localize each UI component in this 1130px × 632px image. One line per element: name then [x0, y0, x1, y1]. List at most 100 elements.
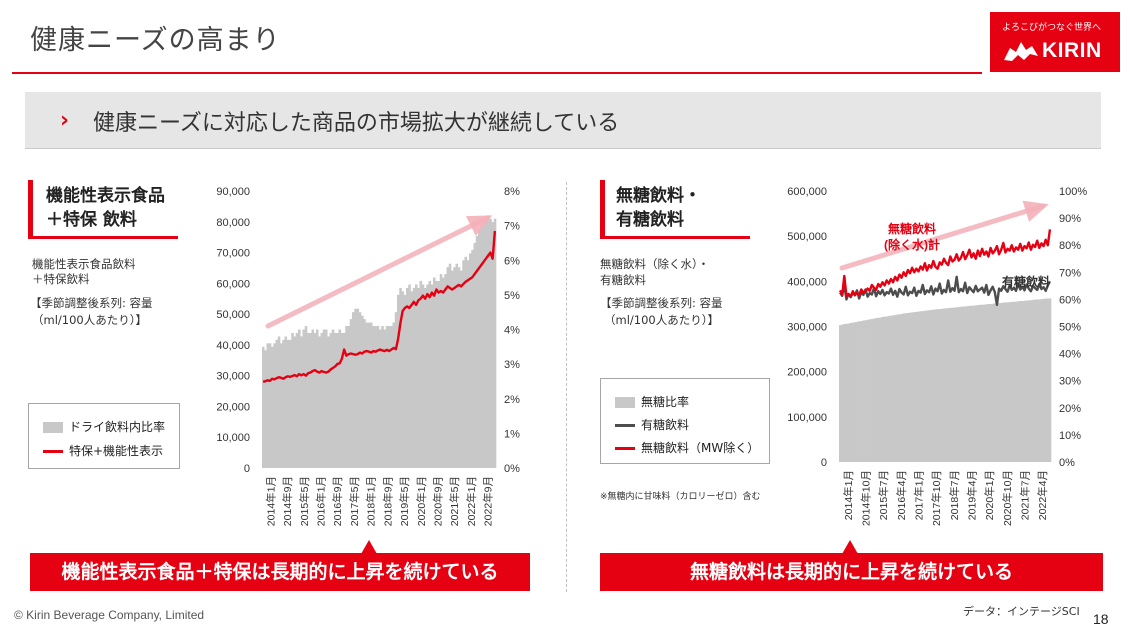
ratio-bar [1000, 302, 1003, 462]
ratio-bar [1025, 300, 1028, 462]
ratio-bar [325, 329, 328, 468]
ratio-bar [875, 318, 878, 462]
ratio-bar [972, 305, 975, 462]
ratio-bar [397, 294, 400, 469]
panel-separator [566, 182, 567, 592]
y-left-tick-label: 600,000 [787, 186, 827, 198]
y-right-tick-label: 0% [504, 463, 520, 475]
ratio-bar [313, 332, 317, 468]
ratio-bar [968, 305, 971, 462]
ratio-bar [989, 304, 992, 462]
ratio-bar [446, 267, 450, 468]
y-right-tick-label: 30% [1059, 376, 1081, 388]
ratio-bar [1023, 300, 1026, 462]
ratio-bar [307, 332, 310, 468]
chart-annotation: 無糖飲料 [888, 221, 936, 236]
ratio-bar [453, 267, 456, 468]
y-right-tick-label: 50% [1059, 322, 1081, 334]
ratio-bar [329, 332, 333, 468]
y-right-tick-label: 2% [504, 394, 520, 406]
ratio-bar [399, 287, 402, 468]
x-tick-label: 2021年7月 [1019, 470, 1032, 520]
ratio-bar [282, 339, 285, 468]
ratio-bar [331, 329, 335, 468]
ratio-bar [858, 321, 861, 462]
y-left-tick-label: 50,000 [216, 309, 250, 321]
right-legend: 無糖比率 有糖飲料 無糖飲料（MW除く） [600, 378, 770, 464]
y-right-tick-label: 100% [1059, 186, 1087, 198]
ratio-bar [334, 332, 337, 468]
ratio-bar [345, 326, 348, 468]
series-line [262, 230, 497, 383]
kirin-logo: よろこびがつなぐ世界へ KIRIN [990, 12, 1120, 72]
x-tick-label: 2015年5月 [298, 476, 311, 526]
ratio-bar [433, 277, 436, 468]
banner-text: 健康ニーズに対応した商品の市場拡大が継続している [93, 111, 620, 136]
ratio-bar [940, 308, 944, 462]
series-line [838, 229, 1052, 298]
left-heading-line2: ＋特保 飲料 [46, 210, 137, 230]
ratio-bar [839, 325, 842, 462]
x-tick-label: 2017年5月 [348, 476, 361, 526]
right-callout: 無糖飲料は長期的に上昇を続けている [600, 553, 1103, 591]
ratio-bar [887, 315, 891, 462]
ratio-bar [480, 225, 483, 469]
y-right-tick-label: 3% [504, 359, 520, 371]
ratio-bar [951, 307, 954, 462]
legend-item-ratio: 無糖比率 [615, 393, 689, 410]
ratio-bar [381, 326, 384, 468]
right-note-line4: （ml/100人あたり）】 [604, 313, 719, 327]
ratio-bar [961, 306, 965, 462]
left-note-line3: 【季節調整後系列: 容量 [30, 296, 153, 310]
x-tick-label: 2021年5月 [448, 476, 461, 526]
ratio-bar [340, 332, 344, 468]
y-left-tick-label: 70,000 [216, 248, 250, 260]
ratio-bar [983, 304, 986, 462]
ratio-bar [320, 332, 324, 468]
x-tick-label: 2014年10月 [860, 470, 873, 526]
ratio-bar [930, 309, 933, 462]
ratio-bar [464, 256, 468, 468]
chart-annotation: (除く水)計 [884, 237, 940, 252]
ratio-bar [1048, 298, 1052, 462]
left-heading-accent [28, 180, 33, 236]
ratio-bar [352, 312, 355, 468]
data-source: データ：インテージSCI [963, 605, 1080, 618]
ratio-bar [280, 343, 283, 468]
ratio-bar [1019, 301, 1022, 462]
ratio-bar [892, 315, 895, 462]
ratio-bar [417, 287, 420, 468]
ratio-bar [881, 317, 884, 462]
ratio-bar [870, 318, 874, 462]
left-note-line2: ＋特保飲料 [32, 272, 90, 286]
ratio-bar [316, 329, 319, 468]
right-heading-underline [600, 236, 750, 239]
legend-swatch [43, 450, 63, 453]
ratio-bar [406, 287, 409, 468]
ratio-bar [987, 304, 990, 462]
ratio-bar [976, 305, 980, 462]
ratio-bar [1029, 300, 1033, 462]
ratio-bar [898, 314, 901, 462]
ratio-bar [949, 307, 952, 462]
ratio-bar [1034, 299, 1037, 462]
x-tick-label: 2019年4月 [966, 470, 979, 520]
legend-item-unsweetened: 無糖飲料（MW除く） [615, 439, 759, 456]
ratio-bar [300, 336, 303, 468]
y-left-tick-label: 400,000 [787, 276, 827, 288]
title-divider [12, 72, 982, 74]
y-left-tick-label: 500,000 [787, 231, 827, 243]
y-right-tick-label: 60% [1059, 294, 1081, 306]
ratio-bar [354, 308, 357, 468]
ratio-bar [275, 339, 279, 468]
trend-arrow-head [465, 215, 493, 236]
ratio-bar [415, 284, 418, 468]
ratio-bar [451, 270, 454, 468]
ratio-bar [1002, 302, 1005, 462]
x-tick-label: 2017年1月 [913, 470, 926, 520]
ratio-bar [1010, 301, 1014, 462]
ratio-bar [906, 312, 910, 462]
ratio-bar [915, 311, 918, 462]
ratio-bar [318, 336, 321, 468]
ratio-bar [291, 332, 294, 468]
